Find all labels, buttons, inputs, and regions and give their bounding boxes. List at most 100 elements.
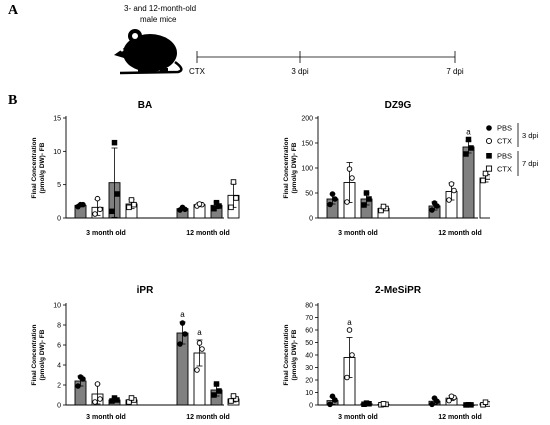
- panel-label-b: B: [8, 93, 18, 108]
- chart-ba: BA Final Concentration(pmol/g DW)- FB 0 5 10…: [31, 100, 240, 237]
- data-point: [179, 204, 186, 211]
- y-tick-label: 150: [301, 141, 313, 148]
- data-point: [344, 199, 350, 205]
- data-point: [332, 196, 338, 202]
- data-point: [233, 195, 239, 201]
- y-tick-label: 0: [309, 216, 313, 223]
- y-tick-label: 80: [305, 303, 313, 310]
- data-point: [97, 396, 103, 402]
- data-point: [199, 346, 205, 352]
- timeline-point-7dpi: 7 dpi: [446, 67, 464, 76]
- data-point: [196, 201, 203, 207]
- data-point: [228, 398, 234, 404]
- data-point: [128, 395, 135, 401]
- data-point: [92, 211, 98, 217]
- data-point: [196, 340, 203, 346]
- data-point: [344, 374, 350, 381]
- significance-label: a: [347, 318, 352, 327]
- legend-group-7dpi: 7 dpi: [522, 159, 539, 168]
- data-point: [332, 397, 338, 403]
- timeline-point-3dpi: 3 dpi: [291, 67, 309, 76]
- y-tick-label: 30: [305, 365, 313, 372]
- y-tick-label: 4: [57, 363, 61, 370]
- y-axis-label: Final Concentration(pmol/g DW)- FB: [283, 137, 298, 198]
- data-point: [361, 202, 367, 208]
- y-tick-label: 0: [57, 216, 61, 223]
- data-point: [213, 199, 220, 206]
- data-point: [75, 383, 81, 389]
- timeline-point-ctx: CTX: [189, 67, 206, 76]
- chart-title: 2-MeSiPR: [375, 285, 422, 296]
- data-point: [97, 206, 103, 213]
- data-point: [482, 399, 489, 405]
- x-category-label: 12 month old: [438, 414, 482, 421]
- legend-marker-ctx-circle: [485, 137, 493, 145]
- data-point: [429, 207, 435, 213]
- data-point: [111, 139, 118, 146]
- data-point: [349, 175, 355, 181]
- y-axis-label: Final Concentration(pmol/g DW)- FB: [31, 324, 46, 385]
- legend-marker-ctx-square: [485, 165, 493, 172]
- legend-marker-pbs-square: [486, 153, 492, 159]
- data-point: [213, 381, 220, 387]
- data-point: [77, 374, 84, 380]
- chart-title: BA: [138, 100, 152, 111]
- legend: PBS CTX PBS CTX 3 dpi 7 dpi: [485, 123, 539, 176]
- significance-label: a: [180, 310, 185, 319]
- chart-ipr: iPR Final Concentration(pmol/g DW)- FB 0 2 4…: [31, 285, 240, 421]
- y-tick-label: 70: [305, 315, 313, 322]
- data-point: [114, 191, 120, 197]
- data-point: [77, 201, 84, 208]
- chart-2-mesipr: 2-MeSiPR Final Concentration(pmol/g DW)- …: [283, 285, 490, 421]
- data-point: [468, 145, 474, 151]
- data-point: [463, 151, 469, 157]
- chart-title: iPR: [137, 285, 154, 296]
- y-tick-label: 40: [305, 353, 313, 360]
- data-point: [465, 401, 472, 408]
- significance-label: a: [466, 128, 471, 137]
- significance-label: a: [197, 328, 202, 337]
- legend-item-3: CTX: [497, 165, 512, 174]
- legend-group-3dpi: 3 dpi: [522, 131, 539, 140]
- data-point: [126, 204, 132, 211]
- y-tick-label: 50: [305, 191, 313, 198]
- data-point: [431, 395, 438, 401]
- mouse-icon: [114, 29, 183, 75]
- data-point: [446, 397, 452, 404]
- x-category-label: 3 month old: [86, 414, 126, 421]
- data-point: [230, 393, 237, 399]
- data-point: [327, 201, 333, 208]
- data-point: [94, 381, 101, 387]
- data-point: [363, 190, 370, 196]
- legend-item-2: PBS: [497, 152, 512, 161]
- legend-item-0: PBS: [497, 124, 512, 133]
- y-tick-label: 8: [57, 323, 61, 330]
- y-axis-label: Final Concentration(pmol/g DW)- FB: [283, 324, 298, 385]
- chart-title: DZ9G: [385, 100, 412, 111]
- y-tick-label: 10: [53, 149, 61, 156]
- y-tick-label: 200: [301, 116, 313, 123]
- subject-line-2: male mice: [140, 15, 177, 24]
- y-tick-label: 10: [305, 390, 313, 397]
- data-point: [429, 401, 435, 408]
- y-tick-label: 0: [57, 403, 61, 410]
- bar: [462, 146, 475, 219]
- data-point: [94, 195, 101, 202]
- legend-marker-pbs-circle: [486, 125, 492, 131]
- data-point: [111, 395, 118, 401]
- data-point: [109, 208, 115, 215]
- data-point: [366, 196, 372, 202]
- data-point: [480, 177, 486, 184]
- data-point: [128, 197, 135, 203]
- data-point: [329, 393, 336, 399]
- data-point: [329, 191, 336, 197]
- x-category-label: 12 month old: [186, 414, 230, 421]
- y-tick-label: 60: [305, 328, 313, 335]
- legend-item-1: CTX: [497, 137, 512, 146]
- x-category-label: 12 month old: [186, 230, 230, 237]
- data-point: [380, 203, 387, 210]
- data-point: [346, 166, 353, 172]
- y-axis-label: Final Concentration(pmol/g DW)- FB: [31, 137, 46, 198]
- y-tick-label: 20: [305, 378, 313, 385]
- data-point: [182, 331, 188, 337]
